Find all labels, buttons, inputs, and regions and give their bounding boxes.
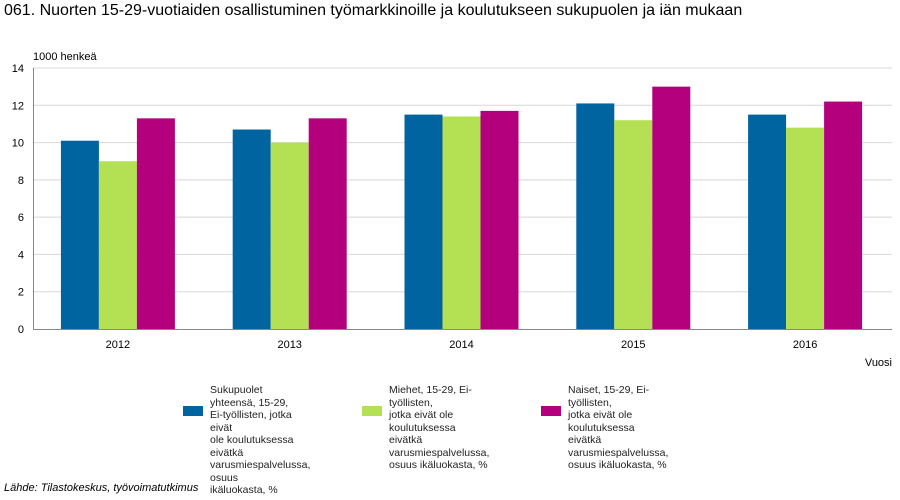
source-note: Lähde: Tilastokeskus, työvoimatutkimus bbox=[4, 482, 199, 494]
legend-label: Miehet, 15-29, Ei-työllisten, jotka eivät… bbox=[389, 384, 489, 472]
x-tick-label: 2013 bbox=[277, 339, 301, 351]
legend-label-line: eivätkä varusmiespalvelussa, bbox=[389, 434, 490, 459]
bar-2013-series-3 bbox=[308, 118, 347, 329]
legend-label: Naiset, 15-29, Ei-työllisten, jotka eivät… bbox=[568, 384, 668, 472]
bar-2013-series-1 bbox=[232, 129, 271, 329]
y-tick-label: 4 bbox=[18, 249, 24, 261]
bar-2015-series-2 bbox=[614, 120, 653, 329]
bars bbox=[60, 86, 863, 330]
legend-label-line: Sukupuolet yhteensä, 15-29, bbox=[210, 384, 289, 409]
bar-chart: 0 2 4 6 8 10 12 14 2012 2013 2014 2015 2016 bbox=[12, 63, 892, 351]
legend-label: Sukupuolet yhteensä, 15-29, Ei-työllisten… bbox=[210, 384, 310, 497]
x-tick-label: 2014 bbox=[449, 339, 473, 351]
bar-2014-series-2 bbox=[442, 116, 481, 329]
y-tick-label: 2 bbox=[18, 287, 24, 299]
bar-2015-series-1 bbox=[576, 103, 615, 330]
legend-swatch bbox=[183, 406, 203, 416]
legend-label-line: jotka eivät ole koulutuksessa bbox=[568, 409, 635, 434]
y-tick-label: 14 bbox=[12, 63, 24, 75]
bar-2012-series-1 bbox=[60, 140, 99, 329]
y-tick-label: 8 bbox=[18, 175, 24, 187]
y-tick-label: 12 bbox=[12, 100, 24, 112]
legend-label-line: varusmiespalvelussa, osuus bbox=[210, 459, 311, 484]
bar-2016-series-2 bbox=[786, 127, 825, 330]
bar-2014-series-1 bbox=[404, 114, 443, 329]
legend-label-line: Miehet, 15-29, Ei-työllisten, bbox=[389, 384, 472, 409]
y-tick-label: 0 bbox=[18, 324, 24, 336]
legend-label-line: ole koulutuksessa eivätkä bbox=[210, 434, 294, 459]
x-tick-label: 2016 bbox=[793, 339, 817, 351]
x-tick-label: 2015 bbox=[621, 339, 645, 351]
legend-label-line: Naiset, 15-29, Ei-työllisten, bbox=[568, 384, 650, 409]
bar-2013-series-2 bbox=[270, 142, 309, 329]
legend-label-line: osuus ikäluokasta, % bbox=[389, 459, 488, 471]
legend-swatch bbox=[362, 406, 382, 416]
bar-2012-series-2 bbox=[98, 161, 137, 329]
axes: 0 2 4 6 8 10 12 14 2012 2013 2014 2015 2016 bbox=[12, 63, 892, 351]
bar-2012-series-3 bbox=[136, 118, 175, 329]
bar-2016-series-1 bbox=[748, 114, 787, 329]
legend-label-line: ikäluokasta, % bbox=[210, 484, 278, 496]
x-tick-label: 2012 bbox=[106, 339, 130, 351]
legend-label-line: Ei-työllisten, jotka eivät bbox=[210, 409, 292, 434]
bar-2016-series-3 bbox=[824, 101, 863, 329]
legend-label-line: osuus ikäluokasta, % bbox=[568, 459, 667, 471]
legend-swatch bbox=[541, 406, 561, 416]
chart-title: 061. Nuorten 15-29-vuotiaiden osallistum… bbox=[4, 2, 743, 19]
legend-label-line: eivätkä varusmiespalvelussa, bbox=[568, 434, 669, 459]
bar-2015-series-3 bbox=[652, 86, 691, 330]
bar-2014-series-3 bbox=[480, 110, 519, 329]
y-tick-label: 6 bbox=[18, 212, 24, 224]
y-axis-unit-label: 1000 henkeä bbox=[33, 51, 97, 63]
x-axis-title: Vuosi bbox=[864, 357, 892, 369]
y-tick-label: 10 bbox=[12, 138, 24, 150]
legend-label-line: jotka eivät ole koulutuksessa bbox=[389, 409, 456, 434]
